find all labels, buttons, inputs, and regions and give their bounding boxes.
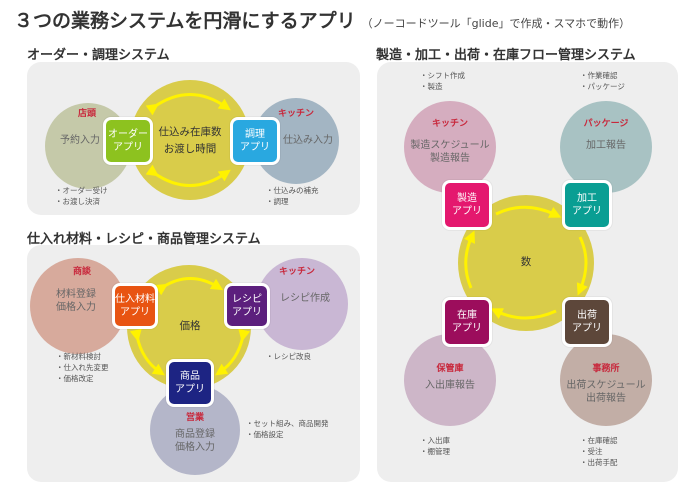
package-task: 加工報告 xyxy=(586,140,626,151)
inventory-app-label: 在庫 xyxy=(457,310,477,321)
storage-notes: ・入出庫 ・棚管理 xyxy=(420,435,450,457)
note-item: ・仕入れ先変更 xyxy=(56,363,109,372)
kitchen-notes: ・仕込みの補充 ・調理 xyxy=(266,185,319,207)
sales-notes: ・セット組み、商品開発 ・価格設定 xyxy=(246,418,329,440)
note-item: ・レシピ改良 xyxy=(266,352,311,361)
note-item: ・お渡し決済 xyxy=(55,197,100,206)
task-line: 製造報告 xyxy=(430,153,470,164)
processing-app-label: 加工 xyxy=(577,193,597,204)
note-item: ・オーダー受け xyxy=(55,186,108,195)
production-app-sublabel: アプリ xyxy=(452,206,482,217)
negotiation-role: 商談 xyxy=(72,267,92,277)
cooking-app-label: 調理 xyxy=(245,129,265,140)
materials-app-sublabel: アプリ xyxy=(120,307,150,318)
task-line: 材料登録 xyxy=(56,289,96,300)
kitchen3-task: 製造スケジュール 製造報告 xyxy=(410,139,489,165)
kitchen3-role: キッチン xyxy=(431,119,469,129)
task-line: 商品登録 xyxy=(175,429,215,440)
product-app-label: 商品 xyxy=(180,371,200,382)
note-item: ・棚管理 xyxy=(420,447,450,456)
note-item: ・価格改定 xyxy=(56,374,94,383)
kitchen-role: キッチン xyxy=(277,109,315,119)
product-app-sublabel: アプリ xyxy=(175,384,205,395)
order-app-label: オーダー xyxy=(108,129,148,140)
production-app-tile[interactable]: 製造 アプリ xyxy=(442,180,492,230)
negotiation-circle xyxy=(30,258,126,354)
note-item: ・作業確認 xyxy=(580,71,618,80)
shipping-app-label: 出荷 xyxy=(577,310,597,321)
recipe-app-sublabel: アプリ xyxy=(232,307,262,318)
office-task: 出荷スケジュール 出荷報告 xyxy=(566,379,645,405)
note-item: ・製造 xyxy=(420,82,443,91)
kitchen2-circle xyxy=(256,258,348,350)
materials-app-tile[interactable]: 仕入材料 アプリ xyxy=(112,283,158,329)
storefront-task: 予約入力 xyxy=(60,135,100,146)
kitchen3-notes: ・シフト作成 ・製造 xyxy=(420,70,465,92)
note-item: ・仕込みの補充 xyxy=(266,186,319,195)
title-subtitle: （ノーコードツール「glide」で作成・スマホで動作） xyxy=(361,17,631,30)
note-item: ・価格設定 xyxy=(246,430,284,439)
office-circle xyxy=(560,334,652,426)
task-line: 価格入力 xyxy=(56,302,96,313)
package-notes: ・作業確認 ・パッケージ xyxy=(580,70,625,92)
kitchen2-notes: ・レシピ改良 xyxy=(266,351,311,362)
quantity-hub-text: 数 xyxy=(520,256,532,268)
note-item: ・新材料検討 xyxy=(56,352,101,361)
task-line: 価格入力 xyxy=(175,442,215,453)
hub-text: 仕込み在庫数 お渡し時間 xyxy=(159,124,222,158)
note-item: ・出荷手配 xyxy=(580,458,618,467)
package-circle xyxy=(560,101,652,193)
production-app-label: 製造 xyxy=(457,193,477,204)
note-item: ・パッケージ xyxy=(580,82,625,91)
materials-app-label: 仕入材料 xyxy=(115,294,155,305)
note-item: ・受注 xyxy=(580,447,603,456)
task-line: 出荷スケジュール xyxy=(566,380,646,391)
cooking-app-sublabel: アプリ xyxy=(240,142,270,153)
hub-line-1: 仕込み在庫数 xyxy=(158,126,222,138)
price-hub-text: 価格 xyxy=(179,320,201,332)
storage-role: 保管庫 xyxy=(436,364,464,374)
sales-role: 営業 xyxy=(185,413,205,423)
negotiation-task: 材料登録 価格入力 xyxy=(56,288,96,314)
sales-task: 商品登録 価格入力 xyxy=(175,428,215,454)
shipping-app-sublabel: アプリ xyxy=(572,323,602,334)
note-item: ・入出庫 xyxy=(420,436,450,445)
package-role: パッケージ xyxy=(583,119,629,129)
system2-label: 仕入れ材料・レシピ・商品管理システム xyxy=(27,232,261,247)
processing-app-sublabel: アプリ xyxy=(572,206,602,217)
system3-label: 製造・加工・出荷・在庫フロー管理システム xyxy=(376,48,636,63)
order-app-sublabel: アプリ xyxy=(113,142,143,153)
storefront-role: 店頭 xyxy=(77,109,97,119)
note-item: ・セット組み、商品開発 xyxy=(246,419,329,428)
processing-app-tile[interactable]: 加工 アプリ xyxy=(562,180,612,230)
order-app-tile[interactable]: オーダー アプリ xyxy=(103,117,153,165)
inventory-app-tile[interactable]: 在庫 アプリ xyxy=(442,297,492,347)
kitchen2-role: キッチン xyxy=(278,267,316,277)
kitchen-task: 仕込み入力 xyxy=(283,135,333,146)
storage-circle xyxy=(404,334,496,426)
office-notes: ・在庫確認 ・受注 ・出荷手配 xyxy=(580,435,618,468)
storefront-notes: ・オーダー受け ・お渡し決済 xyxy=(55,185,108,207)
page-title: ３つの業務システムを円滑にするアプリ （ノーコードツール「glide」で作成・スマ… xyxy=(14,6,630,33)
storage-task: 入出庫報告 xyxy=(425,380,475,391)
task-line: 製造スケジュール xyxy=(410,140,490,151)
kitchen3-circle xyxy=(404,101,496,193)
shipping-app-tile[interactable]: 出荷 アプリ xyxy=(562,297,612,347)
inventory-app-sublabel: アプリ xyxy=(452,323,482,334)
recipe-app-tile[interactable]: レシピ アプリ xyxy=(224,283,270,329)
cooking-app-tile[interactable]: 調理 アプリ xyxy=(230,117,280,165)
recipe-app-label: レシピ xyxy=(232,294,262,305)
title-main: ３つの業務システムを円滑にするアプリ xyxy=(14,10,356,32)
product-app-tile[interactable]: 商品 アプリ xyxy=(166,359,214,407)
note-item: ・シフト作成 xyxy=(420,71,465,80)
task-line: 出荷報告 xyxy=(586,393,626,404)
system1-label: オーダー・調理システム xyxy=(27,48,170,63)
kitchen2-task: レシピ作成 xyxy=(280,293,330,304)
note-item: ・在庫確認 xyxy=(580,436,618,445)
note-item: ・調理 xyxy=(266,197,289,206)
hub-line-2: お渡し時間 xyxy=(163,143,217,155)
negotiation-notes: ・新材料検討 ・仕入れ先変更 ・価格改定 xyxy=(56,351,109,384)
office-role: 事務所 xyxy=(592,364,620,374)
